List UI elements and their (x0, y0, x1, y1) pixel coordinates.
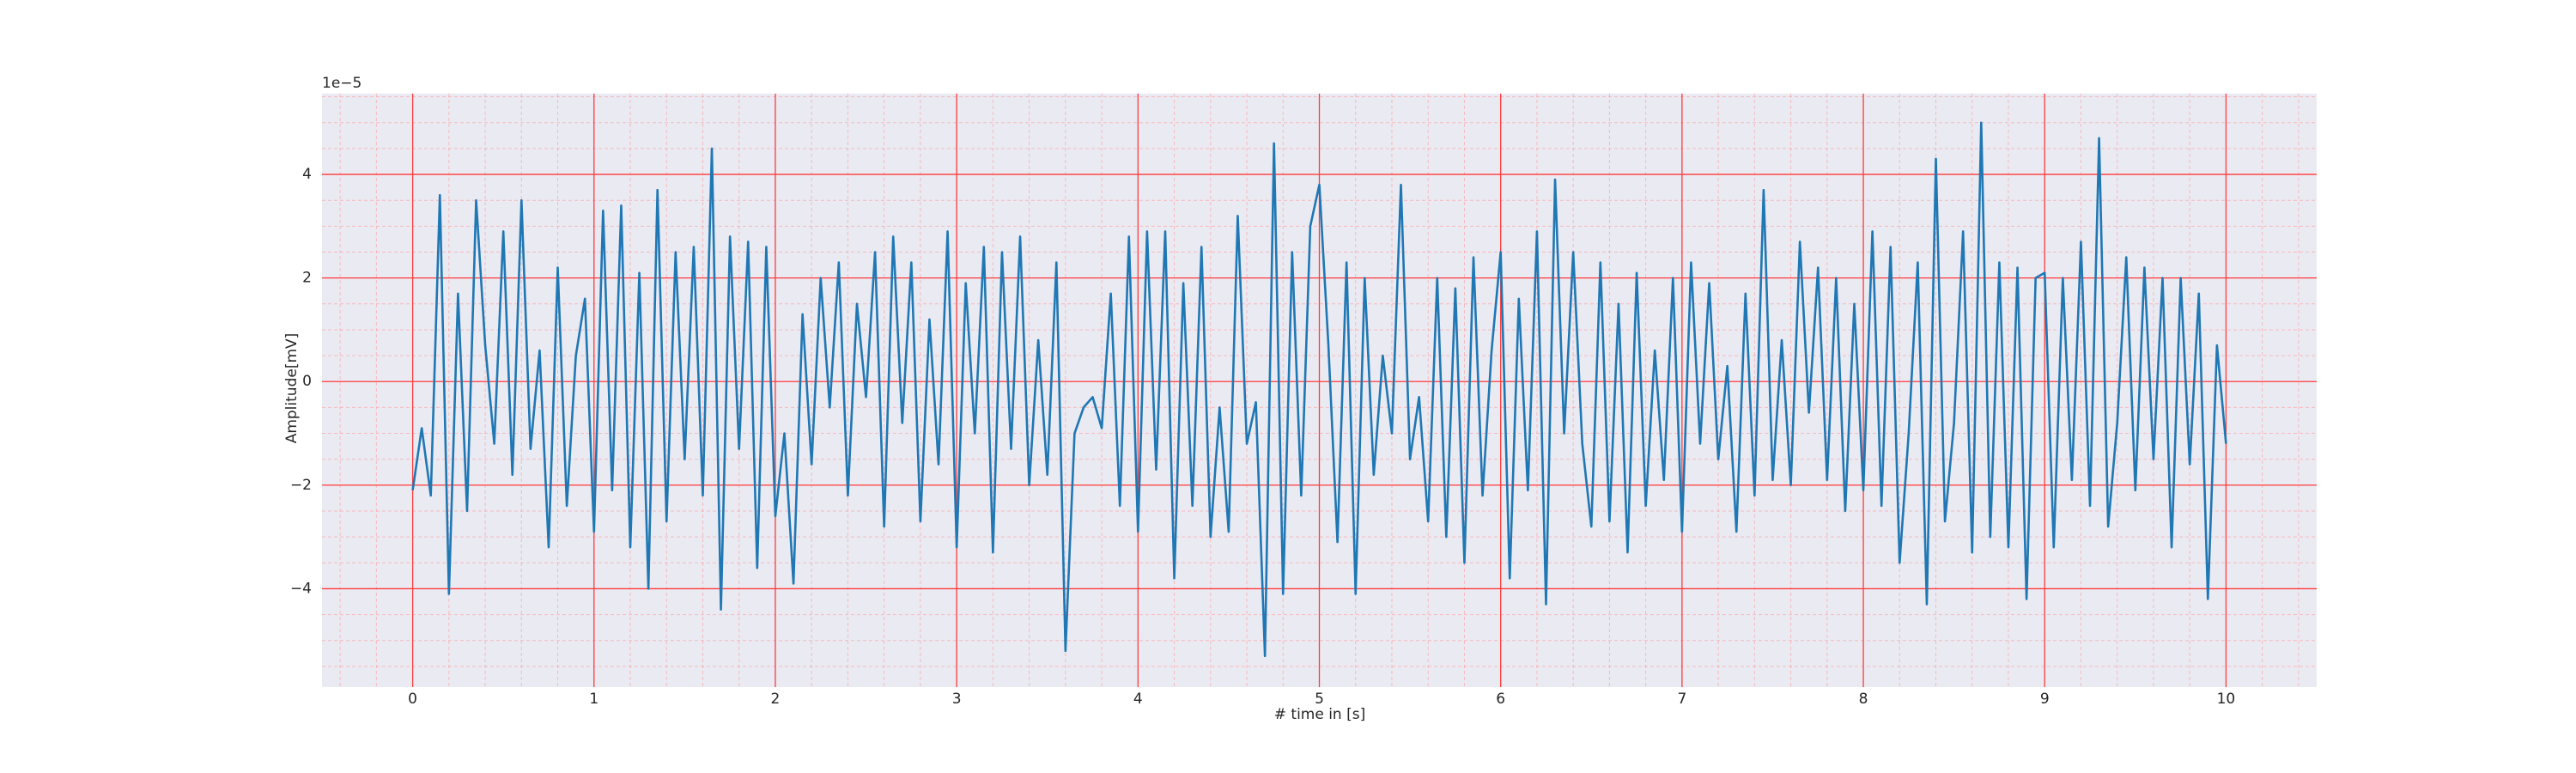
x-tick-label: 6 (1496, 691, 1505, 708)
x-tick-label: 4 (1133, 691, 1143, 708)
x-tick-label: 8 (1859, 691, 1868, 708)
x-tick-label: 7 (1677, 691, 1686, 708)
x-tick-label: 2 (771, 691, 781, 708)
y-axis-label: Amplitude[mV] (283, 333, 301, 444)
y-tick-label: 2 (302, 270, 312, 287)
x-tick-label: 0 (408, 691, 417, 708)
y-tick-label: −4 (290, 580, 312, 597)
y-tick-label: 0 (302, 373, 312, 390)
y-tick-label: 4 (302, 166, 312, 183)
x-tick-label: 3 (952, 691, 962, 708)
y-offset-label: 1e−5 (322, 75, 361, 92)
x-tick-label: 5 (1315, 691, 1324, 708)
y-tick-label: −2 (290, 477, 312, 494)
signal-line (411, 121, 2227, 658)
x-tick-label: 1 (589, 691, 598, 708)
x-tick-label: 10 (2217, 691, 2236, 708)
x-tick-label: 9 (2040, 691, 2050, 708)
x-axis-label: # time in [s] (1274, 706, 1365, 723)
